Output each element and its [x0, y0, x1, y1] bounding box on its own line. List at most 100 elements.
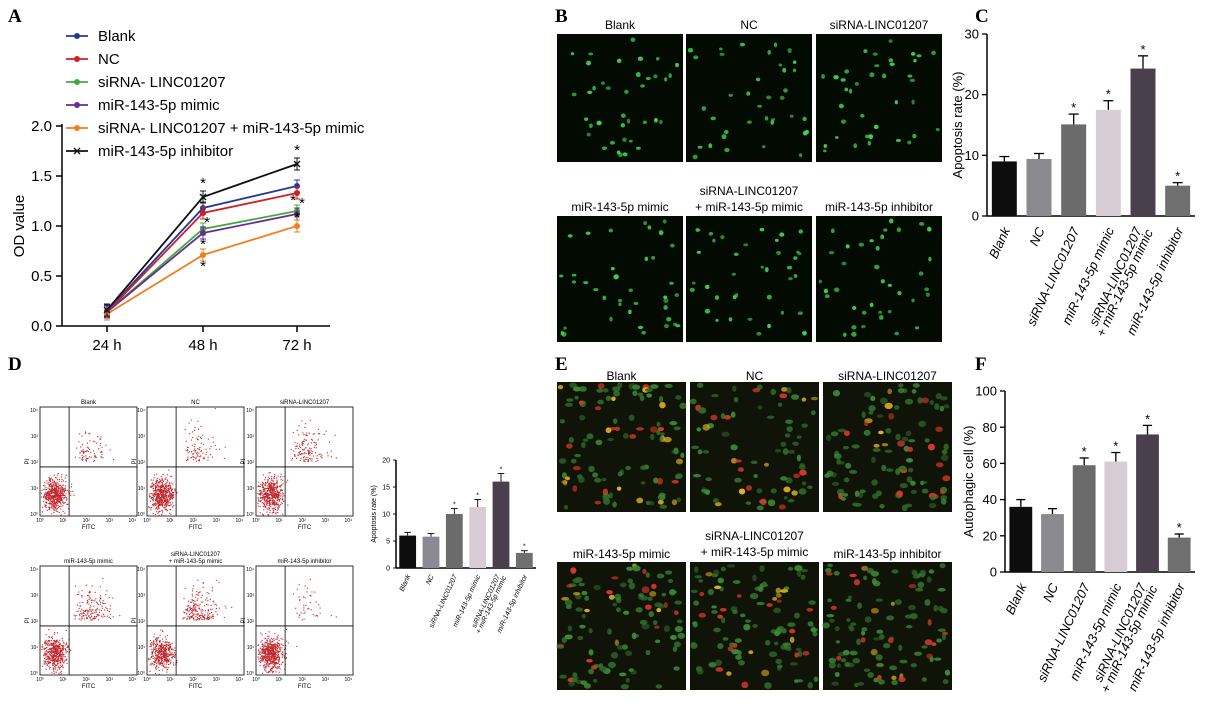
event-dot: [61, 491, 63, 493]
event-dot: [166, 661, 168, 663]
event-dot: [276, 501, 278, 503]
event-dot: [271, 499, 273, 501]
stained-cell: [752, 574, 757, 582]
event-dot: [48, 659, 50, 661]
event-dot: [262, 482, 264, 485]
stained-cell: [599, 665, 608, 672]
event-dot: [56, 500, 58, 502]
event-dot: [51, 672, 53, 674]
event-dot: [170, 485, 172, 487]
event-dot: [47, 651, 49, 653]
event-dot: [96, 608, 98, 611]
event-dot: [53, 502, 55, 504]
event-dot: [277, 475, 279, 477]
event-dot: [268, 500, 270, 502]
event-dot: [278, 646, 280, 648]
event-dot: [159, 490, 161, 492]
stained-cell: [561, 332, 567, 337]
event-dot: [150, 493, 152, 495]
significance-star: *: [200, 236, 206, 253]
event-dot: [43, 484, 45, 487]
event-dot: [160, 654, 162, 656]
stained-cell: [617, 471, 623, 477]
event-dot: [188, 607, 190, 609]
stained-cell: [614, 639, 620, 646]
event-dot: [267, 508, 269, 510]
event-dot: [164, 647, 167, 649]
event-dot: [300, 453, 302, 455]
stained-cell: [584, 608, 590, 613]
event-dot: [299, 450, 302, 453]
event-dot: [263, 652, 265, 655]
stained-cell: [583, 281, 589, 285]
event-dot: [165, 653, 167, 655]
event-dot: [274, 483, 276, 486]
event-dot: [157, 497, 159, 499]
event-dot: [49, 654, 51, 656]
event-dot: [303, 609, 305, 611]
event-dot: [63, 503, 65, 505]
event-dot: [269, 509, 271, 512]
bar: [422, 536, 440, 568]
event-dot: [312, 613, 314, 615]
event-dot: [70, 649, 72, 651]
stained-cell: [612, 501, 617, 508]
event-dot: [279, 647, 281, 649]
stained-cell: [768, 651, 778, 658]
event-dot: [278, 644, 280, 646]
event-dot: [301, 444, 304, 446]
event-dot: [269, 487, 271, 489]
event-dot: [281, 497, 284, 499]
legend-label: NC: [98, 51, 120, 68]
event-dot: [56, 474, 58, 476]
event-dot: [51, 507, 53, 509]
event-dot: [278, 639, 280, 641]
event-dot: [321, 457, 323, 459]
event-dot: [300, 454, 302, 456]
event-dot: [305, 605, 307, 607]
event-dot: [330, 456, 332, 458]
event-dot: [310, 450, 312, 452]
event-dot: [159, 664, 161, 666]
event-dot: [60, 484, 62, 486]
stained-cell: [733, 396, 739, 403]
event-dot: [79, 602, 81, 604]
stained-cell: [728, 93, 733, 97]
event-dot: [169, 504, 171, 506]
event-dot: [267, 648, 269, 650]
stained-cell: [917, 581, 925, 589]
event-dot: [53, 494, 55, 496]
event-dot: [55, 504, 57, 506]
event-dot: [90, 456, 92, 458]
event-dot: [150, 655, 153, 658]
event-dot: [82, 601, 84, 604]
event-dot: [170, 487, 172, 489]
y-tick-label: 0: [386, 565, 390, 572]
event-dot: [264, 483, 266, 485]
event-dot: [200, 609, 202, 611]
event-dot: [268, 670, 271, 673]
event-dot: [157, 493, 159, 495]
event-dot: [265, 495, 267, 498]
event-dot: [89, 608, 91, 610]
event-dot: [294, 442, 296, 444]
event-dot: [42, 665, 44, 667]
event-dot: [270, 668, 272, 670]
event-dot: [93, 460, 96, 462]
event-dot: [263, 666, 265, 668]
event-dot: [327, 455, 329, 457]
event-dot: [102, 613, 104, 615]
event-dot: [44, 493, 46, 495]
y-tick-label: 10⁰: [246, 671, 254, 677]
event-dot: [70, 494, 72, 496]
event-dot: [153, 496, 155, 498]
event-dot: [189, 608, 192, 610]
event-dot: [317, 439, 319, 441]
stained-cell: [853, 579, 860, 586]
event-dot: [272, 507, 275, 509]
event-dot: [320, 456, 322, 458]
event-dot: [89, 607, 91, 609]
event-dot: [164, 490, 166, 492]
event-dot: [313, 441, 315, 443]
event-dot: [260, 490, 262, 492]
